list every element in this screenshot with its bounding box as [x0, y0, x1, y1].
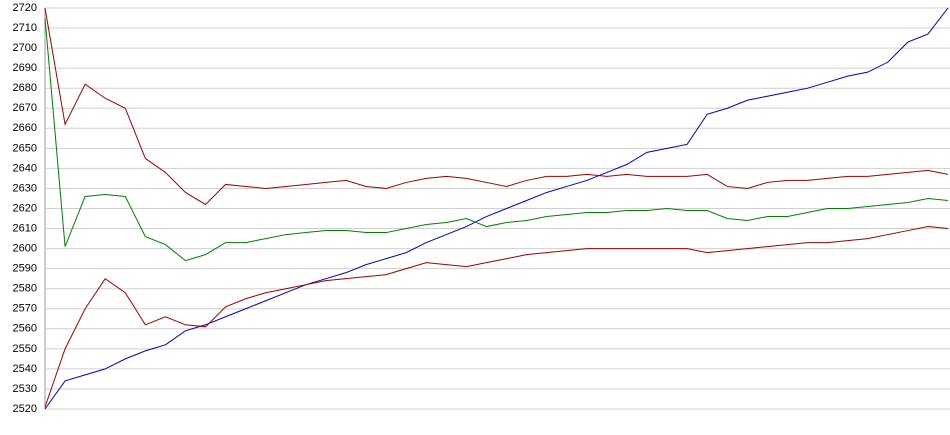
y-tick-label: 2680 [13, 82, 37, 94]
y-tick-label: 2560 [13, 323, 37, 335]
y-tick-label: 2570 [13, 303, 37, 315]
y-tick-label: 2630 [13, 182, 37, 194]
y-tick-label: 2700 [13, 42, 37, 54]
y-tick-label: 2520 [13, 403, 37, 415]
series-line [44, 7, 949, 410]
y-tick-label: 2720 [13, 2, 37, 14]
y-tick-label: 2710 [13, 22, 37, 34]
y-tick-label: 2600 [13, 243, 37, 255]
y-tick-label: 2670 [13, 102, 37, 114]
y-tick-label: 2550 [13, 343, 37, 355]
y-tick-label: 2610 [13, 222, 37, 234]
y-tick-label: 2640 [13, 162, 37, 174]
series-line [44, 17, 949, 262]
y-tick-label: 2530 [13, 383, 37, 395]
series-line [44, 226, 949, 408]
y-tick-label: 2590 [13, 263, 37, 275]
y-tick-label: 2650 [13, 142, 37, 154]
y-tick-label: 2620 [13, 202, 37, 214]
y-tick-label: 2690 [13, 62, 37, 74]
y-tick-label: 2540 [13, 363, 37, 375]
series-line [44, 7, 949, 206]
y-tick-label: 2580 [13, 283, 37, 295]
y-tick-label: 2660 [13, 122, 37, 134]
